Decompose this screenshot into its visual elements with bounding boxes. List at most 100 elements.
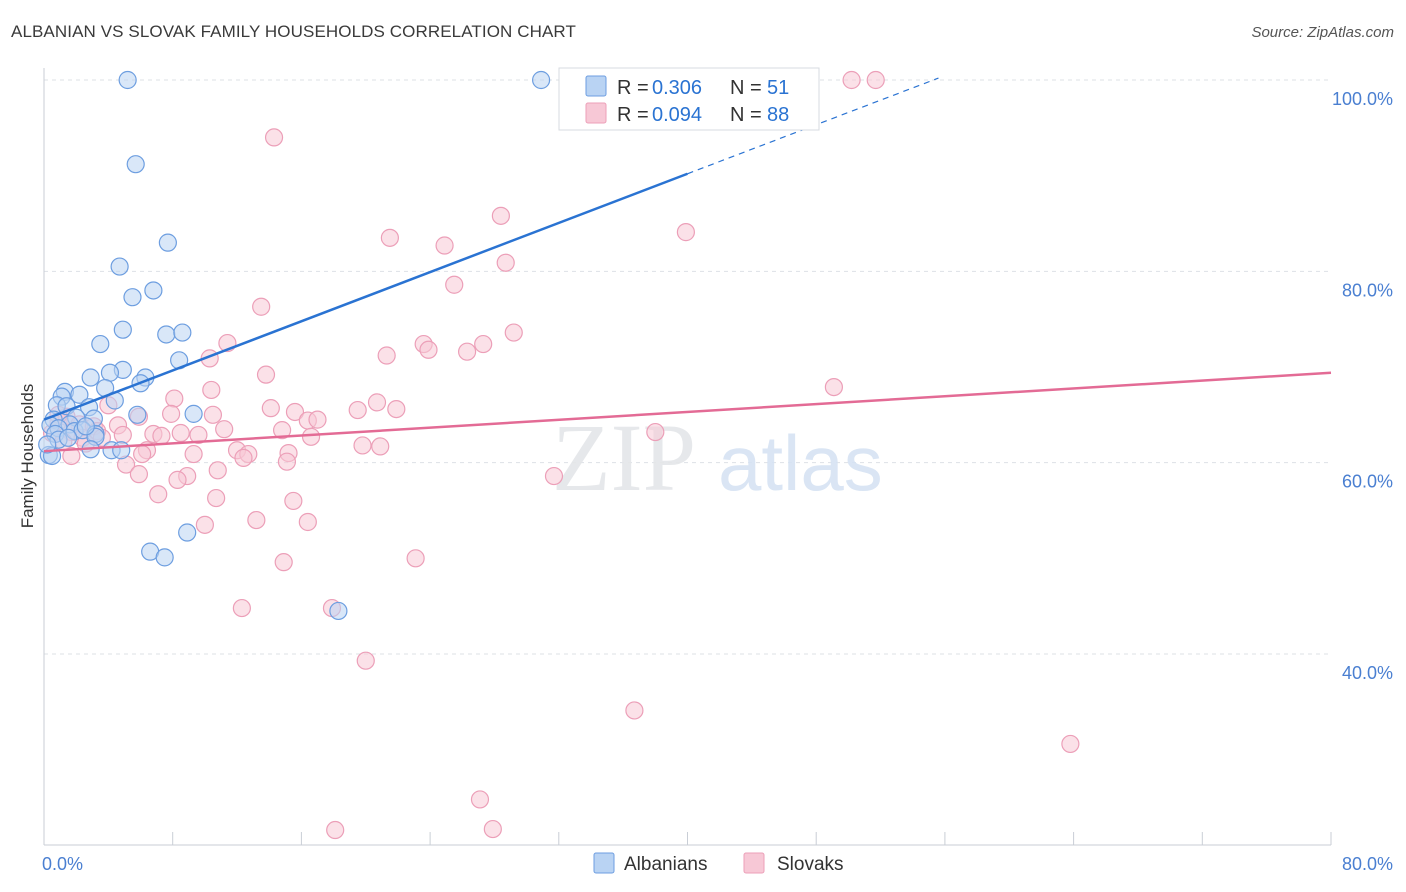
albanian-point <box>110 257 129 276</box>
slovak-point <box>380 228 399 247</box>
slovak-point <box>625 701 644 720</box>
x-tick-label-max: 80.0% <box>1342 854 1393 874</box>
y-axis-label: Family Households <box>18 384 37 529</box>
albanian-point <box>123 288 142 307</box>
slovak-point <box>419 340 438 359</box>
slovak-point <box>247 510 266 530</box>
slovak-point <box>202 380 221 400</box>
slovak-point <box>470 790 490 809</box>
legend-r-label-slovaks: R = <box>617 104 649 126</box>
slovak-point <box>371 437 390 456</box>
albanian-point <box>38 435 57 454</box>
albanian-point <box>155 548 174 567</box>
albanian-point <box>70 385 89 404</box>
slovak-point <box>491 206 510 225</box>
albanian-point <box>118 70 137 90</box>
slovak-point <box>387 399 406 419</box>
slovak-point <box>264 128 284 147</box>
slovak-point <box>203 405 223 424</box>
slovak-point <box>184 444 203 464</box>
slovak-point <box>353 436 372 455</box>
slovak-point <box>215 420 234 439</box>
slovak-point <box>149 485 168 504</box>
albanian-point <box>128 405 147 424</box>
slovak-point <box>152 426 171 445</box>
slovak-point <box>483 819 502 839</box>
albanian-point <box>113 320 132 339</box>
y-tick-label: 80.0% <box>1342 280 1393 300</box>
series-albanians <box>38 70 551 621</box>
slovak-point <box>1061 734 1080 754</box>
slovak-point <box>208 461 227 480</box>
albanian-point <box>59 428 78 447</box>
y-tick-label: 100.0% <box>1332 89 1393 109</box>
slovak-point <box>285 402 305 422</box>
x-tick-label-min: 0.0% <box>42 854 83 874</box>
slovak-point <box>646 422 665 442</box>
albanian-point <box>91 334 110 354</box>
chart-title: ALBANIAN VS SLOVAK FAMILY HOUSEHOLDS COR… <box>11 22 576 41</box>
slovak-point <box>274 553 293 572</box>
legend-n-label-slovaks: N = <box>730 104 762 126</box>
slovak-point <box>113 425 132 445</box>
albanian-point <box>329 601 348 621</box>
slovak-point <box>866 70 885 90</box>
bottom-legend-label-slovaks: Slovaks <box>777 854 844 875</box>
correlation-legend: R = 0.306 N = 51 R = 0.094 N = 88 <box>558 67 820 131</box>
slovak-point <box>207 488 226 508</box>
slovak-point <box>234 448 253 467</box>
slovak-point <box>474 334 493 354</box>
albanian-point <box>532 70 551 90</box>
slovak-point <box>301 427 321 446</box>
slovak-point <box>189 425 208 445</box>
albanian-point <box>178 523 197 542</box>
slovak-point <box>161 404 181 423</box>
slovak-point <box>496 253 515 272</box>
albanian-point <box>157 325 176 344</box>
albanian-point <box>112 441 131 460</box>
grid <box>44 79 1331 655</box>
slovak-point <box>256 365 276 384</box>
slovak-point <box>504 323 523 342</box>
albanians-trend-line <box>43 172 688 421</box>
chart-source: Source: ZipAtlas.com <box>1251 24 1394 41</box>
albanian-point <box>173 323 192 342</box>
slovak-point <box>544 466 564 486</box>
slovak-point <box>133 444 152 464</box>
slovak-point <box>272 421 292 440</box>
slovak-point <box>284 491 303 511</box>
slovak-point <box>458 342 477 361</box>
slovak-point <box>232 598 251 618</box>
albanian-point <box>76 417 95 436</box>
legend-r-label-albanians: R = <box>617 77 649 99</box>
slovak-point <box>165 389 184 408</box>
albanian-point <box>126 155 145 174</box>
slovak-point <box>261 399 280 418</box>
slovak-point <box>824 377 843 397</box>
y-tick-label: 40.0% <box>1342 663 1393 683</box>
slovak-point <box>348 400 367 420</box>
slovak-point <box>356 651 375 670</box>
y-tick-label: 60.0% <box>1342 472 1393 492</box>
slovak-point <box>367 393 387 412</box>
slovaks-trend-line <box>43 371 1332 453</box>
watermark-atlas: atlas <box>718 419 883 507</box>
slovak-point <box>445 275 464 294</box>
slovak-point <box>326 820 345 840</box>
trend-lines <box>43 77 1332 453</box>
slovak-point <box>62 446 81 466</box>
slovak-point <box>298 512 317 532</box>
slovak-point <box>676 223 695 242</box>
watermark-zip: ZIP <box>552 404 696 511</box>
slovak-point <box>435 236 454 255</box>
bottom-legend-swatch-albanians <box>593 852 615 874</box>
legend-swatch-albanians <box>585 75 607 97</box>
series-legend: Albanians Slovaks <box>593 852 844 875</box>
slovak-point <box>406 549 425 568</box>
watermark: ZIP atlas <box>552 404 883 511</box>
slovak-point <box>195 515 214 534</box>
legend-swatch-slovaks <box>585 102 607 124</box>
slovak-point <box>842 70 861 90</box>
bottom-legend-swatch-slovaks <box>743 852 765 874</box>
